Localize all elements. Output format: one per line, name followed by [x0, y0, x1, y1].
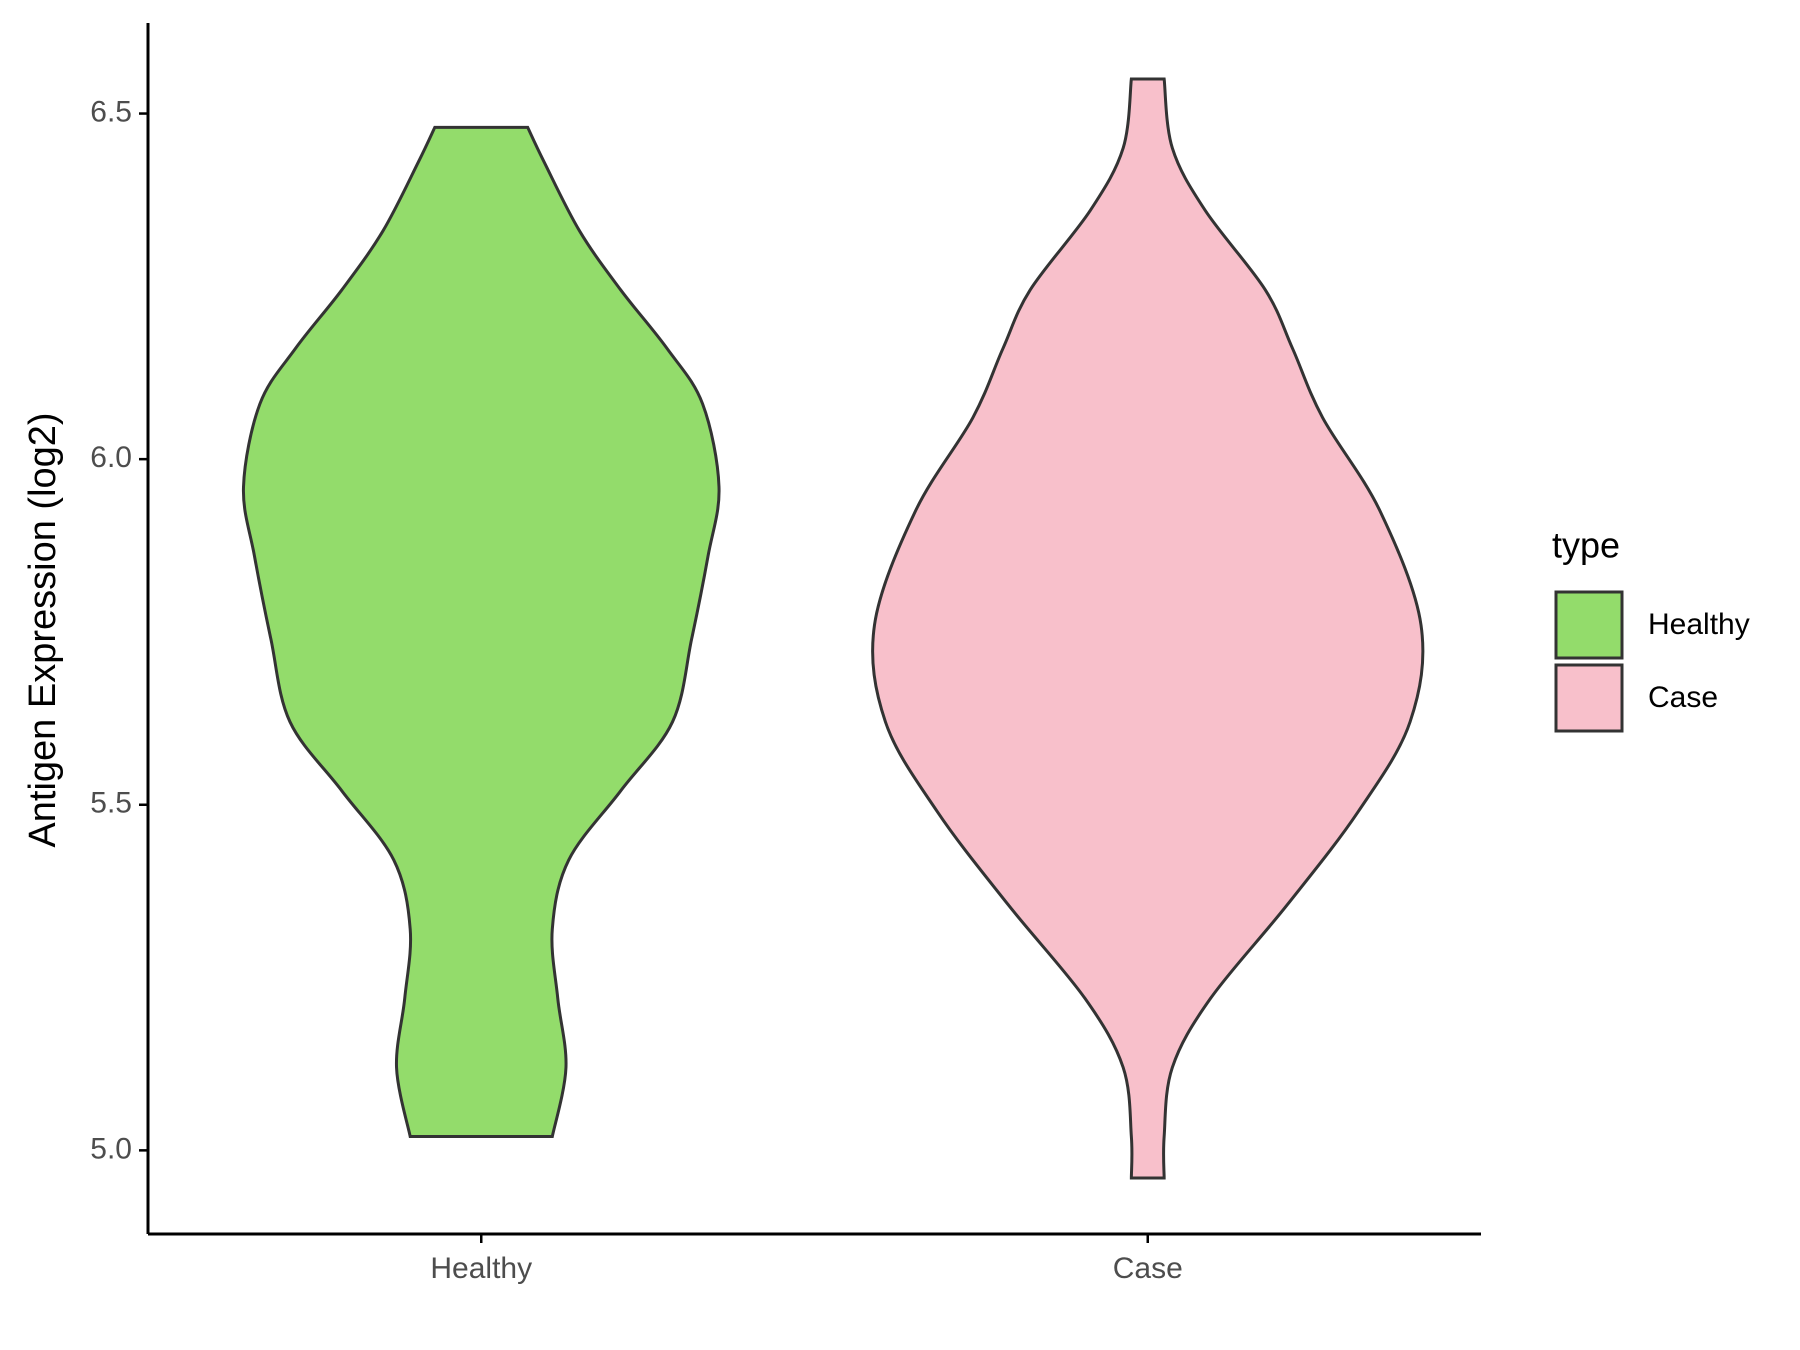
x-tick-label: Healthy — [430, 1252, 532, 1285]
legend-key — [1554, 590, 1624, 660]
legend-key — [1554, 663, 1624, 733]
x-tick-label: Case — [1113, 1252, 1183, 1285]
violin — [241, 125, 721, 1139]
y-tick-label: 5.5 — [90, 787, 132, 820]
violin — [871, 77, 1425, 1180]
legend-label: Case — [1648, 681, 1718, 714]
legend-label: Healthy — [1648, 608, 1750, 641]
y-tick-label: 6.0 — [90, 441, 132, 474]
legend-title: type — [1552, 525, 1620, 566]
y-tick-label: 6.5 — [90, 95, 132, 128]
y-axis-label: Antigen Expression (log2) — [22, 412, 64, 847]
y-tick-label: 5.0 — [90, 1132, 132, 1165]
